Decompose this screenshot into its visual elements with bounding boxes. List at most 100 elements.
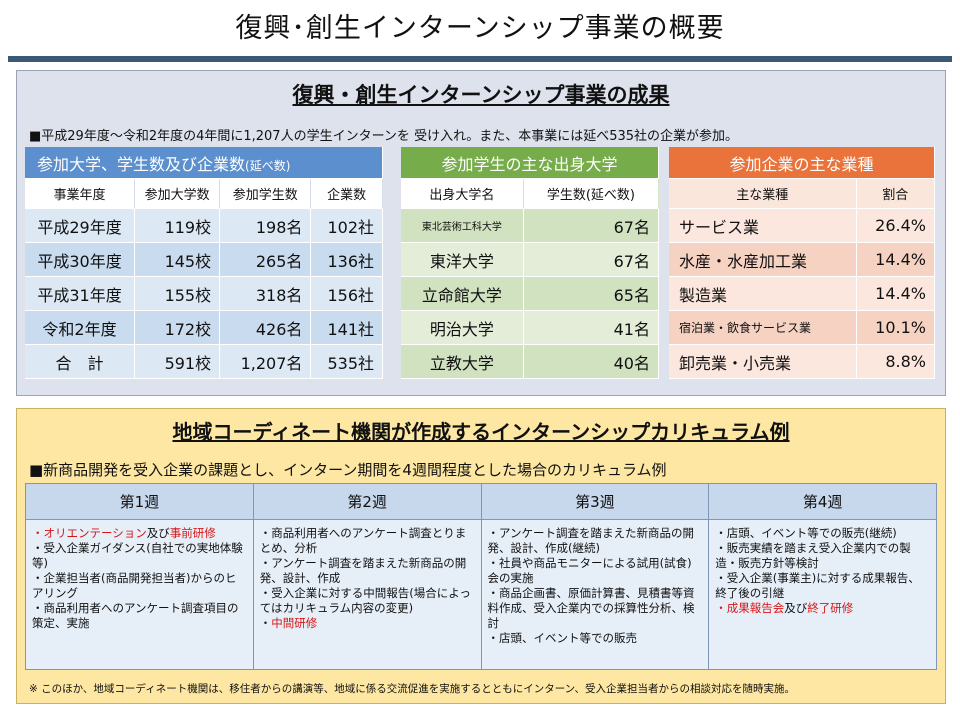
cell-count: 65名	[523, 277, 659, 311]
cell-students: 318名	[220, 277, 312, 311]
industries-table: 参加企業の主な業種 主な業種 割合 サービス業 26.4% 水産・水産加工業 1…	[669, 147, 935, 379]
table-row-total: 合 計 591校 1,207名 535社	[25, 345, 383, 379]
col-student-count: 学生数(延べ数)	[523, 179, 659, 209]
cell-companies: 535社	[311, 345, 383, 379]
col-universities: 参加大学数	[135, 179, 221, 209]
cell-students: 1,207名	[220, 345, 312, 379]
results-title: 復興・創生インターンシップ事業の成果	[292, 83, 670, 107]
table-row: 東北芸術工科大学 67名	[401, 209, 659, 243]
cell-ratio: 10.1%	[856, 311, 935, 345]
week-2-content: ・商品利用者へのアンケート調査とりまとめ、分析 ・アンケート調査を踏まえた新商品…	[252, 519, 482, 670]
red-text: 中間研修	[271, 616, 318, 630]
cell-university: 立命館大学	[401, 277, 524, 311]
table-row: 水産・水産加工業 14.4%	[669, 243, 935, 277]
curriculum-title: 地域コーディネート機関が作成するインターンシップカリキュラム例	[172, 420, 790, 444]
col-ratio: 割合	[856, 179, 935, 209]
week-3-header: 第3週	[480, 483, 710, 520]
table-row: 製造業 14.4%	[669, 277, 935, 311]
participants-table-header: 参加大学、学生数及び企業数(延べ数)	[25, 147, 383, 179]
table-row: 平成29年度 119校 198名 102社	[25, 209, 383, 243]
cell-industry: 水産・水産加工業	[669, 243, 857, 277]
cell-students: 426名	[220, 311, 312, 345]
week-3-content: ・アンケート調査を踏まえた新商品の開発、設計、作成(継続) ・社員や商品モニター…	[480, 519, 710, 670]
participants-table: 参加大学、学生数及び企業数(延べ数) 事業年度 参加大学数 参加学生数 企業数 …	[25, 147, 383, 379]
list-item: ・アンケート調査を踏まえた新商品の開発、設計、作成	[259, 556, 467, 585]
universities-table: 参加学生の主な出身大学 出身大学名 学生数(延べ数) 東北芸術工科大学 67名 …	[401, 147, 659, 379]
cell-students: 265名	[220, 243, 312, 277]
list-item: ・商品利用者へのアンケート調査項目の策定、実施	[32, 601, 239, 630]
list-item: ・社員や商品モニターによる試用(試食)会の実施	[487, 556, 692, 585]
cell-industry: 製造業	[669, 277, 857, 311]
cell-companies: 141社	[311, 311, 383, 345]
text: 及び	[784, 601, 808, 615]
red-text: 終了研修	[807, 601, 854, 615]
curriculum-panel: 地域コーディネート機関が作成するインターンシップカリキュラム例 ■新商品開発を受…	[16, 408, 946, 704]
week-1-header: 第1週	[25, 483, 254, 520]
table-row: 明治大学 41名	[401, 311, 659, 345]
cell-university: 立教大学	[401, 345, 524, 379]
list-item: ・店頭、イベント等での販売	[487, 631, 638, 645]
cell-count: 67名	[523, 243, 659, 277]
cell-university: 東北芸術工科大学	[401, 209, 524, 243]
list-item: ・店頭、イベント等での販売(継続)	[715, 526, 897, 540]
participants-header-text: 参加大学、学生数及び企業数	[37, 154, 246, 174]
title-underline	[8, 56, 952, 62]
universities-table-header: 参加学生の主な出身大学	[401, 147, 659, 179]
cell-universities: 119校	[135, 209, 221, 243]
curriculum-table: 第1週 第2週 第3週 第4週 ・オリエンテーション及び事前研修 ・受入企業ガイ…	[25, 483, 937, 670]
cell-industry: 宿泊業・飲食サービス業	[669, 311, 857, 345]
table-row: 平成31年度 155校 318名 156社	[25, 277, 383, 311]
participants-header-suffix: (延べ数)	[245, 158, 291, 173]
cell-count: 67名	[523, 209, 659, 243]
list-item: ・商品企画書、原価計算書、見積書等資料作成、受入企業内での採算性分析、検討	[487, 586, 695, 630]
cell-students: 198名	[220, 209, 312, 243]
cell-industry: サービス業	[669, 209, 857, 243]
cell-universities: 155校	[135, 277, 221, 311]
table-row: 立命館大学 65名	[401, 277, 659, 311]
cell-total-label: 合 計	[25, 345, 136, 379]
week-4-content: ・店頭、イベント等での販売(継続) ・販売実績を踏まえ受入企業内での製造・販売方…	[708, 519, 937, 670]
industries-table-header: 参加企業の主な業種	[669, 147, 935, 179]
cell-companies: 136社	[311, 243, 383, 277]
cell-ratio: 26.4%	[856, 209, 935, 243]
cell-universities: 145校	[135, 243, 221, 277]
cell-university: 明治大学	[401, 311, 524, 345]
table-row: 宿泊業・飲食サービス業 10.1%	[669, 311, 935, 345]
cell-university: 東洋大学	[401, 243, 524, 277]
page-title: 復興･創生インターンシップ事業の概要	[235, 13, 725, 44]
table-row: 令和2年度 172校 426名 141社	[25, 311, 383, 345]
week-2-header: 第2週	[252, 483, 482, 520]
red-text: 事前研修	[169, 526, 216, 540]
list-item: ・オリエンテーション及び事前研修	[32, 526, 247, 541]
cell-ratio: 14.4%	[856, 243, 935, 277]
cell-year: 令和2年度	[25, 311, 136, 345]
results-summary: ■平成29年度～令和2年度の4年間に1,207人の学生インターンを 受け入れ。ま…	[29, 129, 739, 144]
week-1-content: ・オリエンテーション及び事前研修 ・受入企業ガイダンス(自社での実地体験等) ・…	[25, 519, 254, 670]
cell-ratio: 8.8%	[856, 345, 935, 379]
cell-universities: 591校	[135, 345, 221, 379]
list-item: ・受入企業ガイダンス(自社での実地体験等)	[32, 541, 243, 570]
cell-ratio: 14.4%	[856, 277, 935, 311]
list-item: ・受入企業(事業主)に対する成果報告、終了後の引継	[715, 571, 920, 600]
cell-count: 41名	[523, 311, 659, 345]
list-item: ・商品利用者へのアンケート調査とりまとめ、分析	[259, 526, 467, 555]
cell-year: 平成30年度	[25, 243, 136, 277]
cell-year: 平成31年度	[25, 277, 136, 311]
text: 及び	[146, 526, 170, 540]
cell-count: 40名	[523, 345, 659, 379]
col-year: 事業年度	[25, 179, 136, 209]
list-item: ・アンケート調査を踏まえた新商品の開発、設計、作成(継続)	[487, 526, 695, 555]
col-students: 参加学生数	[220, 179, 312, 209]
cell-companies: 102社	[311, 209, 383, 243]
cell-companies: 156社	[311, 277, 383, 311]
cell-universities: 172校	[135, 311, 221, 345]
list-item: ・受入企業に対する中間報告(場合によってはカリキュラム内容の変更)	[259, 586, 471, 615]
table-row: 平成30年度 145校 265名 136社	[25, 243, 383, 277]
curriculum-summary: ■新商品開発を受入企業の課題とし、インターン期間を4週間程度とした場合のカリキュ…	[29, 461, 667, 479]
text: ・	[259, 616, 272, 630]
col-industry: 主な業種	[669, 179, 857, 209]
table-row: 東洋大学 67名	[401, 243, 659, 277]
red-text: ・オリエンテーション	[32, 526, 147, 540]
col-companies: 企業数	[311, 179, 383, 209]
week-4-header: 第4週	[708, 483, 937, 520]
